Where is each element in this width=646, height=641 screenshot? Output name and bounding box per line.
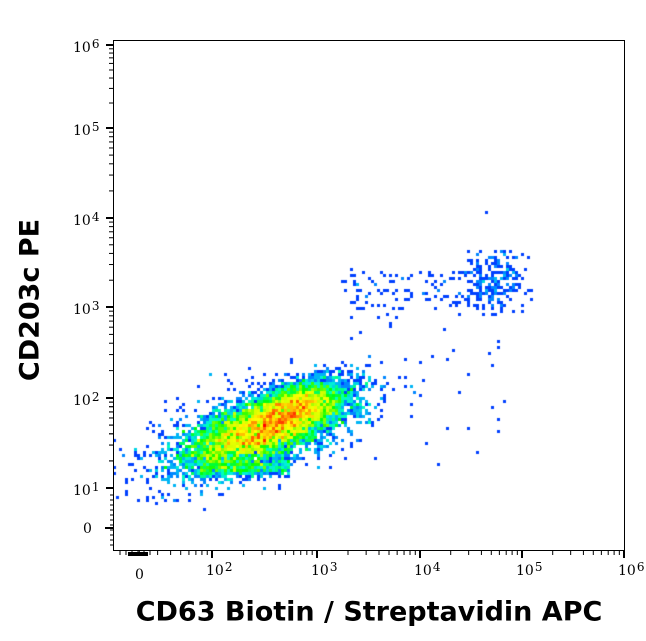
y-tick-label: 104: [73, 210, 100, 229]
y-tick-label: 106: [73, 37, 100, 56]
x-tick-label: 102: [206, 560, 233, 579]
x-tick-label: 104: [414, 560, 441, 579]
x-tick-label: 106: [618, 560, 645, 579]
density-dot-plot: [113, 40, 625, 551]
x-axis-title: CD63 Biotin / Streptavidin APC: [135, 596, 603, 628]
y-tick-label: 102: [73, 390, 100, 409]
x-tick-label: 0: [135, 567, 144, 583]
x-tick-label: 103: [311, 560, 338, 579]
y-axis-title: CD203c PE: [14, 218, 46, 382]
y-tick-label: 105: [73, 120, 100, 139]
x-tick-label: 105: [516, 560, 543, 579]
y-tick-label: 0: [83, 521, 92, 537]
plot-frame: [113, 40, 625, 551]
y-tick-label: 103: [73, 299, 100, 318]
y-tick-label: 101: [73, 480, 100, 499]
